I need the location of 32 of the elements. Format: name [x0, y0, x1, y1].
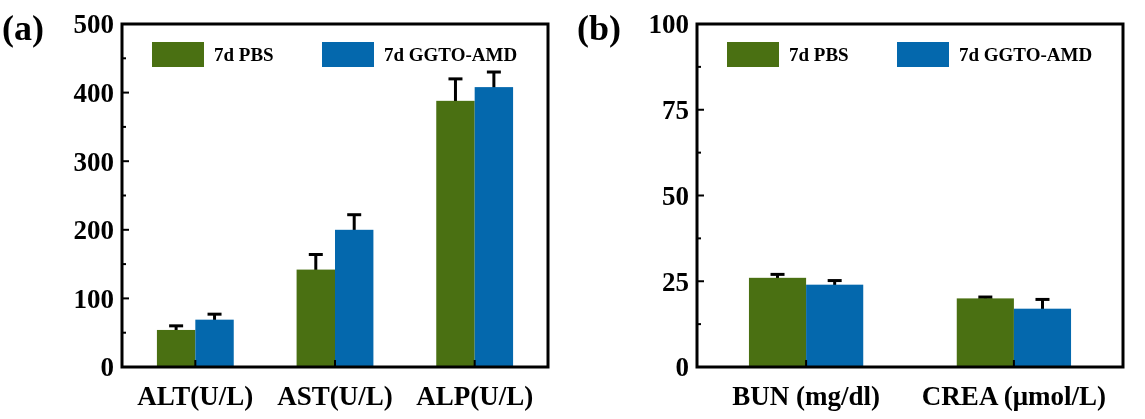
y-tick-label: 100: [648, 9, 689, 40]
bar: [806, 284, 864, 367]
bar: [156, 329, 196, 367]
y-tick-label: 100: [73, 283, 114, 314]
y-tick-label: 500: [73, 9, 114, 40]
y-tick-label: 50: [662, 180, 689, 211]
y-tick-label: 300: [73, 146, 114, 177]
legend-label: 7d GGTO-AMD: [384, 43, 518, 65]
x-tick-label: CREA (μmol/L): [921, 381, 1106, 411]
bar: [1013, 308, 1072, 367]
bar: [296, 269, 335, 367]
bar: [195, 319, 234, 367]
legend-label: 7d GGTO-AMD: [959, 43, 1093, 65]
y-tick-label: 400: [73, 78, 114, 109]
y-tick-label: 0: [100, 352, 114, 383]
chart-title: (a): [2, 8, 44, 48]
legend-label: 7d PBS: [214, 43, 274, 65]
chart-title: (b): [577, 8, 621, 48]
legend-label: 7d PBS: [789, 43, 849, 65]
bar: [956, 298, 1014, 367]
y-tick-label: 75: [662, 95, 689, 126]
bar: [748, 277, 807, 367]
x-tick-label: BUN (mg/dl): [732, 381, 880, 411]
bar: [335, 229, 374, 367]
x-tick-label: AST(U/L): [277, 381, 393, 411]
bar: [474, 87, 514, 367]
y-tick-label: 25: [662, 266, 689, 297]
x-tick-label: ALT(U/L): [137, 381, 254, 411]
y-tick-label: 200: [73, 215, 114, 246]
y-tick-label: 0: [675, 352, 689, 383]
bar: [436, 100, 475, 367]
x-tick-label: ALP(U/L): [416, 381, 534, 411]
